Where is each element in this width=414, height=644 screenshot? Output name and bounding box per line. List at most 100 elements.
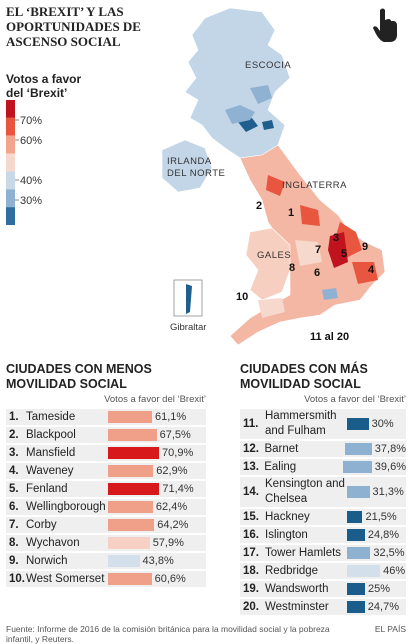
bar [347, 583, 365, 595]
city-name: Wandsworth [265, 582, 329, 595]
table-subtitle: Votos a favor del ‘Brexit’ [304, 394, 406, 405]
table-row: 11. Hammersmith and Fulham 30% [240, 409, 406, 439]
table-row: 20. Westminster 24,7% [240, 599, 406, 615]
value-label: 24,7% [367, 601, 399, 613]
bar-wrap: 64,2% [108, 519, 188, 531]
bar-wrap: 70,9% [108, 447, 193, 459]
brand: EL PAÍS [374, 624, 406, 634]
legend-tick-label: 40% [20, 175, 42, 187]
table-row: 9. Norwich 43,8% [6, 553, 206, 569]
table-row: 12. Barnet 37,8% [240, 441, 406, 457]
bar-wrap: 71,4% [108, 483, 194, 495]
value-label: 71,4% [162, 483, 194, 495]
bar [347, 565, 381, 577]
table-subtitle: Votos a favor del ‘Brexit’ [104, 394, 206, 405]
city-name: Tower Hamlets [265, 546, 342, 559]
bar-wrap: 24,8% [347, 529, 399, 541]
rank: 2. [9, 429, 19, 441]
table-row: 2. Blackpool 67,5% [6, 427, 206, 443]
city-name: Mansfield [26, 446, 76, 459]
bar [108, 519, 155, 531]
value-label: 67,5% [159, 429, 191, 441]
table-row: 17. Tower Hamlets 32,5% [240, 545, 406, 561]
rank: 19. [243, 583, 259, 595]
value-label: 57,9% [152, 537, 184, 549]
bar [347, 529, 365, 541]
bar-wrap: 31,3% [347, 486, 404, 498]
table-right: Ciudades con más movilidad social Votos a… [240, 362, 406, 617]
map-marker: 10 [236, 291, 248, 303]
legend-tick-label: 60% [20, 135, 42, 147]
city-name: Islington [265, 528, 308, 541]
map-marker: 5 [341, 248, 347, 260]
city-name: Waveney [26, 464, 74, 477]
table-row: 15. Hackney 21,5% [240, 509, 406, 525]
legend-swatch [6, 171, 15, 190]
map-marker: 7 [315, 244, 321, 256]
rank: 4. [9, 465, 19, 477]
bar-wrap: 39,6% [343, 461, 406, 473]
scotland-mid [225, 85, 272, 124]
value-label: 61,1% [154, 411, 187, 423]
rank: 5. [9, 483, 19, 495]
scotland-shape [184, 7, 291, 159]
rank: 7. [9, 519, 19, 531]
region-label: GALES [257, 250, 291, 261]
rank: 9. [9, 555, 19, 567]
value-label: 25% [368, 583, 391, 595]
region-label: ESCOCIA [245, 60, 291, 71]
value-label: 43,8% [142, 555, 174, 567]
table-row: 10. West Somerset 60,6% [6, 571, 206, 587]
map-marker: 9 [362, 241, 368, 253]
city-name: Westminster [265, 600, 329, 613]
bar [347, 511, 363, 523]
rank: 10. [9, 573, 25, 585]
bar [108, 555, 140, 567]
table-row: 19. Wandsworth 25% [240, 581, 406, 597]
map: 70% 60% 40% 30% ESCOCIA IRLANDA DEL NORTE INGL… [6, 7, 397, 346]
legend-swatch [6, 135, 15, 154]
gibraltar-shape [186, 284, 192, 314]
legend-swatch [6, 207, 15, 225]
bar [347, 486, 370, 498]
table-row: 4. Waveney 62,9% [6, 463, 206, 479]
touch-icon[interactable] [373, 8, 397, 43]
bar-wrap: 32,5% [347, 547, 405, 559]
legend-swatch [6, 117, 15, 136]
rank: 8. [9, 537, 19, 549]
bar-wrap: 37,8% [344, 443, 406, 455]
bar-wrap: 24,7% [347, 601, 399, 613]
inset-label: Gibraltar [170, 322, 206, 333]
value-label: 21,5% [365, 511, 397, 523]
city-name: Ealing [264, 460, 297, 473]
bar-wrap: 62,4% [108, 501, 187, 513]
england-darkred [328, 232, 348, 268]
map-marker: 4 [368, 264, 375, 276]
map-marker: 3 [333, 232, 339, 244]
table-row: 7. Corby 64,2% [6, 517, 206, 533]
map-marker: 2 [256, 200, 262, 212]
legend-tick-label: 30% [20, 195, 42, 207]
value-label: 62,4% [155, 501, 188, 513]
map-marker: 11 al 20 [310, 331, 349, 343]
bar-wrap: 57,9% [108, 537, 184, 549]
value-label: 62,9% [156, 465, 188, 477]
legend-swatch [6, 189, 15, 208]
region-label: IRLANDA DEL NORTE [167, 156, 225, 179]
rank: 17. [243, 547, 259, 559]
title: El ‘Brexit’ y las oportunidades de ascen… [6, 4, 141, 49]
bar [347, 418, 369, 430]
city-name: Kensington and Chelsea [265, 478, 345, 505]
bar [108, 465, 154, 477]
legend-title: Votos a favor del ‘Brexit’ [6, 72, 82, 100]
city-name: Barnet [264, 442, 299, 455]
value-label: 64,2% [157, 519, 189, 531]
rank: 11. [243, 418, 259, 430]
city-name: Wychavon [26, 536, 80, 549]
bar [108, 411, 152, 423]
legend-tick-label: 70% [20, 115, 42, 127]
table-left: Ciudades con menos movilidad social Votos… [6, 362, 206, 589]
bar-wrap: 25% [347, 583, 390, 595]
bar-wrap: 46% [347, 565, 405, 577]
table-row: 18. Redbridge 46% [240, 563, 406, 579]
